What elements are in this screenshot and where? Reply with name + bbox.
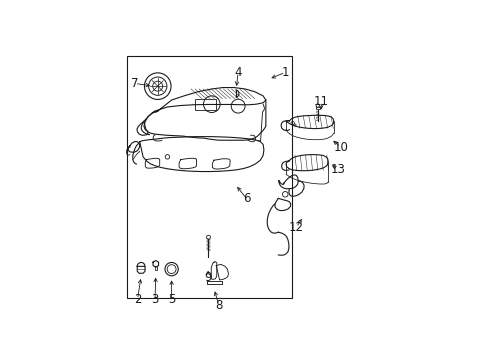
Text: 10: 10 — [333, 141, 347, 154]
Text: 7: 7 — [131, 77, 138, 90]
Text: 5: 5 — [167, 293, 175, 306]
Bar — [195, 99, 216, 110]
Text: 13: 13 — [330, 163, 345, 176]
Text: 3: 3 — [151, 293, 158, 306]
Text: 2: 2 — [134, 293, 141, 306]
Text: 9: 9 — [203, 271, 211, 284]
Text: 12: 12 — [288, 221, 303, 234]
Text: 11: 11 — [313, 95, 328, 108]
Text: 1: 1 — [281, 66, 288, 79]
Text: 8: 8 — [215, 299, 222, 312]
Text: 6: 6 — [242, 192, 250, 205]
Bar — [127, 56, 292, 298]
Text: 4: 4 — [234, 66, 242, 79]
